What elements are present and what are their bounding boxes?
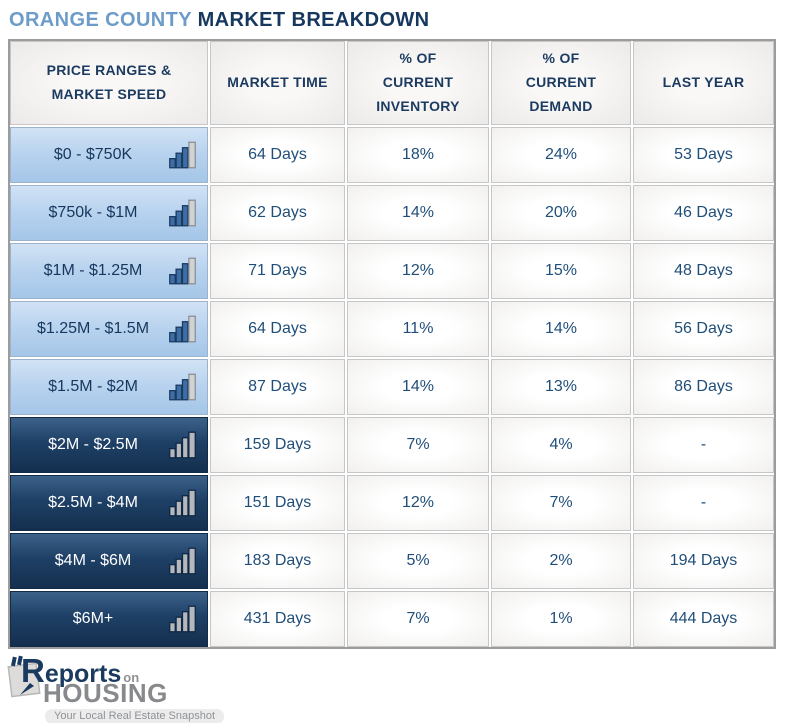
- page-title: ORANGE COUNTY MARKET BREAKDOWN: [0, 0, 787, 39]
- market-speed-bars-icon: [169, 199, 196, 227]
- market-time-cell: 64 Days: [210, 301, 345, 357]
- header-market-time: MARKET TIME: [210, 41, 345, 125]
- last-year-cell: 444 Days: [633, 591, 774, 647]
- logo-brand-housing: HOUSING: [43, 678, 168, 708]
- market-speed-bars-icon: [169, 373, 196, 401]
- price-range-label: $6M+: [72, 610, 114, 627]
- price-range-label: $1.25M - $1.5M: [36, 320, 150, 337]
- inventory-cell: 7%: [347, 591, 489, 647]
- header-current-inventory: % OF CURRENT INVENTORY: [347, 41, 489, 125]
- logo-brand-line: Reports on: [21, 654, 266, 687]
- market-time-cell: 62 Days: [210, 185, 345, 241]
- demand-cell: 13%: [491, 359, 631, 415]
- market-speed-bars-icon: [169, 605, 196, 633]
- price-range-label: $1M - $1.25M: [43, 262, 143, 279]
- page-title-rest: MARKET BREAKDOWN: [191, 9, 430, 31]
- price-range-cell: $1.5M - $2M: [10, 359, 208, 415]
- inventory-cell: 14%: [347, 185, 489, 241]
- price-range-cell: $750k - $1M: [10, 185, 208, 241]
- market-time-cell: 183 Days: [210, 533, 345, 589]
- last-year-cell: -: [633, 475, 774, 531]
- demand-cell: 4%: [491, 417, 631, 473]
- demand-cell: 15%: [491, 243, 631, 299]
- last-year-cell: 86 Days: [633, 359, 774, 415]
- market-speed-bars-icon: [169, 431, 196, 459]
- last-year-cell: 53 Days: [633, 127, 774, 183]
- market-table: PRICE RANGES & MARKET SPEED MARKET TIME …: [8, 39, 776, 649]
- market-time-cell: 431 Days: [210, 591, 345, 647]
- demand-cell: 24%: [491, 127, 631, 183]
- market-speed-bars-icon: [169, 547, 196, 575]
- inventory-cell: 18%: [347, 127, 489, 183]
- page-title-county: ORANGE COUNTY: [9, 9, 192, 31]
- price-range-cell: $1.25M - $1.5M: [10, 301, 208, 357]
- price-range-label: $4M - $6M: [54, 552, 132, 569]
- demand-cell: 20%: [491, 185, 631, 241]
- market-time-cell: 159 Days: [210, 417, 345, 473]
- price-range-cell: $2.5M - $4M: [10, 475, 208, 531]
- price-range-label: $0 - $750K: [53, 146, 133, 163]
- market-time-cell: 64 Days: [210, 127, 345, 183]
- demand-cell: 2%: [491, 533, 631, 589]
- market-speed-bars-icon: [169, 489, 196, 517]
- price-range-cell: $6M+: [10, 591, 208, 647]
- price-range-cell: $1M - $1.25M: [10, 243, 208, 299]
- header-current-demand: % OF CURRENT DEMAND: [491, 41, 631, 125]
- header-price-ranges: PRICE RANGES & MARKET SPEED: [10, 41, 208, 125]
- logo-brand-on: on: [123, 670, 140, 685]
- inventory-cell: 7%: [347, 417, 489, 473]
- demand-cell: 14%: [491, 301, 631, 357]
- last-year-cell: 194 Days: [633, 533, 774, 589]
- market-time-cell: 151 Days: [210, 475, 345, 531]
- logo-paper-icon: [7, 655, 41, 698]
- market-speed-bars-icon: [169, 257, 196, 285]
- inventory-cell: 12%: [347, 475, 489, 531]
- inventory-cell: 12%: [347, 243, 489, 299]
- demand-cell: 7%: [491, 475, 631, 531]
- price-range-label: $2M - $2.5M: [48, 436, 138, 453]
- market-speed-bars-icon: [169, 141, 196, 169]
- demand-cell: 1%: [491, 591, 631, 647]
- inventory-cell: 11%: [347, 301, 489, 357]
- last-year-cell: 48 Days: [633, 243, 774, 299]
- last-year-cell: -: [633, 417, 774, 473]
- inventory-cell: 14%: [347, 359, 489, 415]
- logo-tagline: Your Local Real Estate Snapshot: [45, 709, 225, 723]
- header-last-year: LAST YEAR: [633, 41, 774, 125]
- last-year-cell: 56 Days: [633, 301, 774, 357]
- price-range-cell: $4M - $6M: [10, 533, 208, 589]
- market-speed-bars-icon: [169, 315, 196, 343]
- price-range-label: $1.5M - $2M: [48, 378, 138, 395]
- market-time-cell: 87 Days: [210, 359, 345, 415]
- market-time-cell: 71 Days: [210, 243, 345, 299]
- price-range-cell: $2M - $2.5M: [10, 417, 208, 473]
- reports-on-housing-logo: Reports on HOUSING Your Local Real Estate…: [6, 654, 266, 723]
- price-range-label: $2.5M - $4M: [48, 494, 138, 511]
- inventory-cell: 5%: [347, 533, 489, 589]
- logo-brand-eports: eports: [44, 660, 122, 688]
- logo-brand-r: R: [21, 652, 45, 689]
- last-year-cell: 46 Days: [633, 185, 774, 241]
- price-range-label: $750k - $1M: [48, 204, 138, 221]
- price-range-cell: $0 - $750K: [10, 127, 208, 183]
